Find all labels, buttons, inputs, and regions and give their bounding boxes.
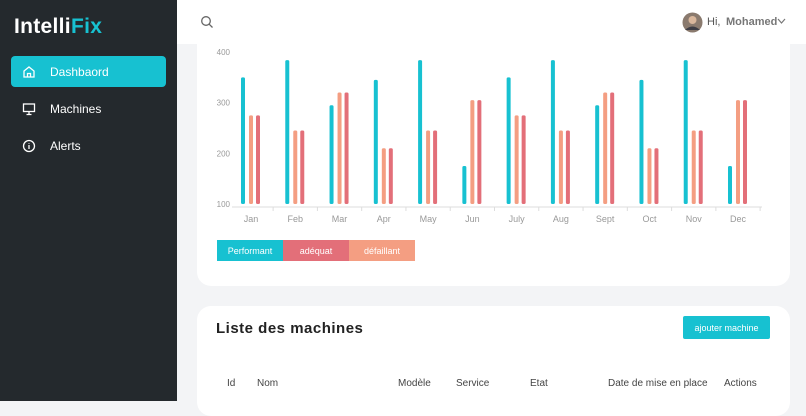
info-icon: [22, 139, 36, 152]
card-title: Liste des machines: [216, 320, 364, 337]
column-header: Actions: [724, 378, 757, 389]
column-header: Date de mise en place: [608, 378, 708, 389]
monitor-icon: [22, 102, 36, 115]
logo-text: Fix: [70, 15, 103, 38]
top-bar: Hi, Mohamed: [177, 0, 806, 44]
avatar[interactable]: [682, 12, 703, 33]
legend-item[interactable]: Performant: [217, 240, 283, 261]
chevron[interactable]: [777, 18, 786, 25]
nav-label: Machines: [50, 101, 102, 116]
column-header: Id: [227, 378, 236, 389]
add-button[interactable]: ajouter machine: [683, 316, 770, 339]
nav-label: Dashbaord: [50, 64, 109, 79]
column-header: Etat: [530, 378, 548, 389]
sidebar: IntelliFix Dashbaord Machines Alerts: [0, 0, 177, 401]
legend-item[interactable]: défaillant: [349, 240, 415, 261]
logo-text: Intelli: [14, 15, 71, 38]
greeting: Hi,: [707, 16, 721, 28]
home-icon: [23, 65, 35, 78]
user-name[interactable]: Mohamed: [726, 16, 778, 28]
search-icon[interactable]: [200, 15, 214, 29]
column-header: Service: [456, 378, 490, 389]
column-header: Nom: [257, 378, 279, 389]
nav-item[interactable]: Dashbaord: [11, 56, 166, 87]
nav-item[interactable]: Alerts: [11, 130, 166, 161]
nav-item[interactable]: Machines: [11, 93, 166, 124]
machines-card: Liste des machines ajouter machine Id Nom…: [197, 306, 790, 416]
nav-label: Alerts: [50, 138, 81, 153]
column-header: Modèle: [398, 378, 431, 389]
legend-item[interactable]: adéquat: [283, 240, 349, 261]
logo: IntelliFix: [14, 15, 102, 39]
